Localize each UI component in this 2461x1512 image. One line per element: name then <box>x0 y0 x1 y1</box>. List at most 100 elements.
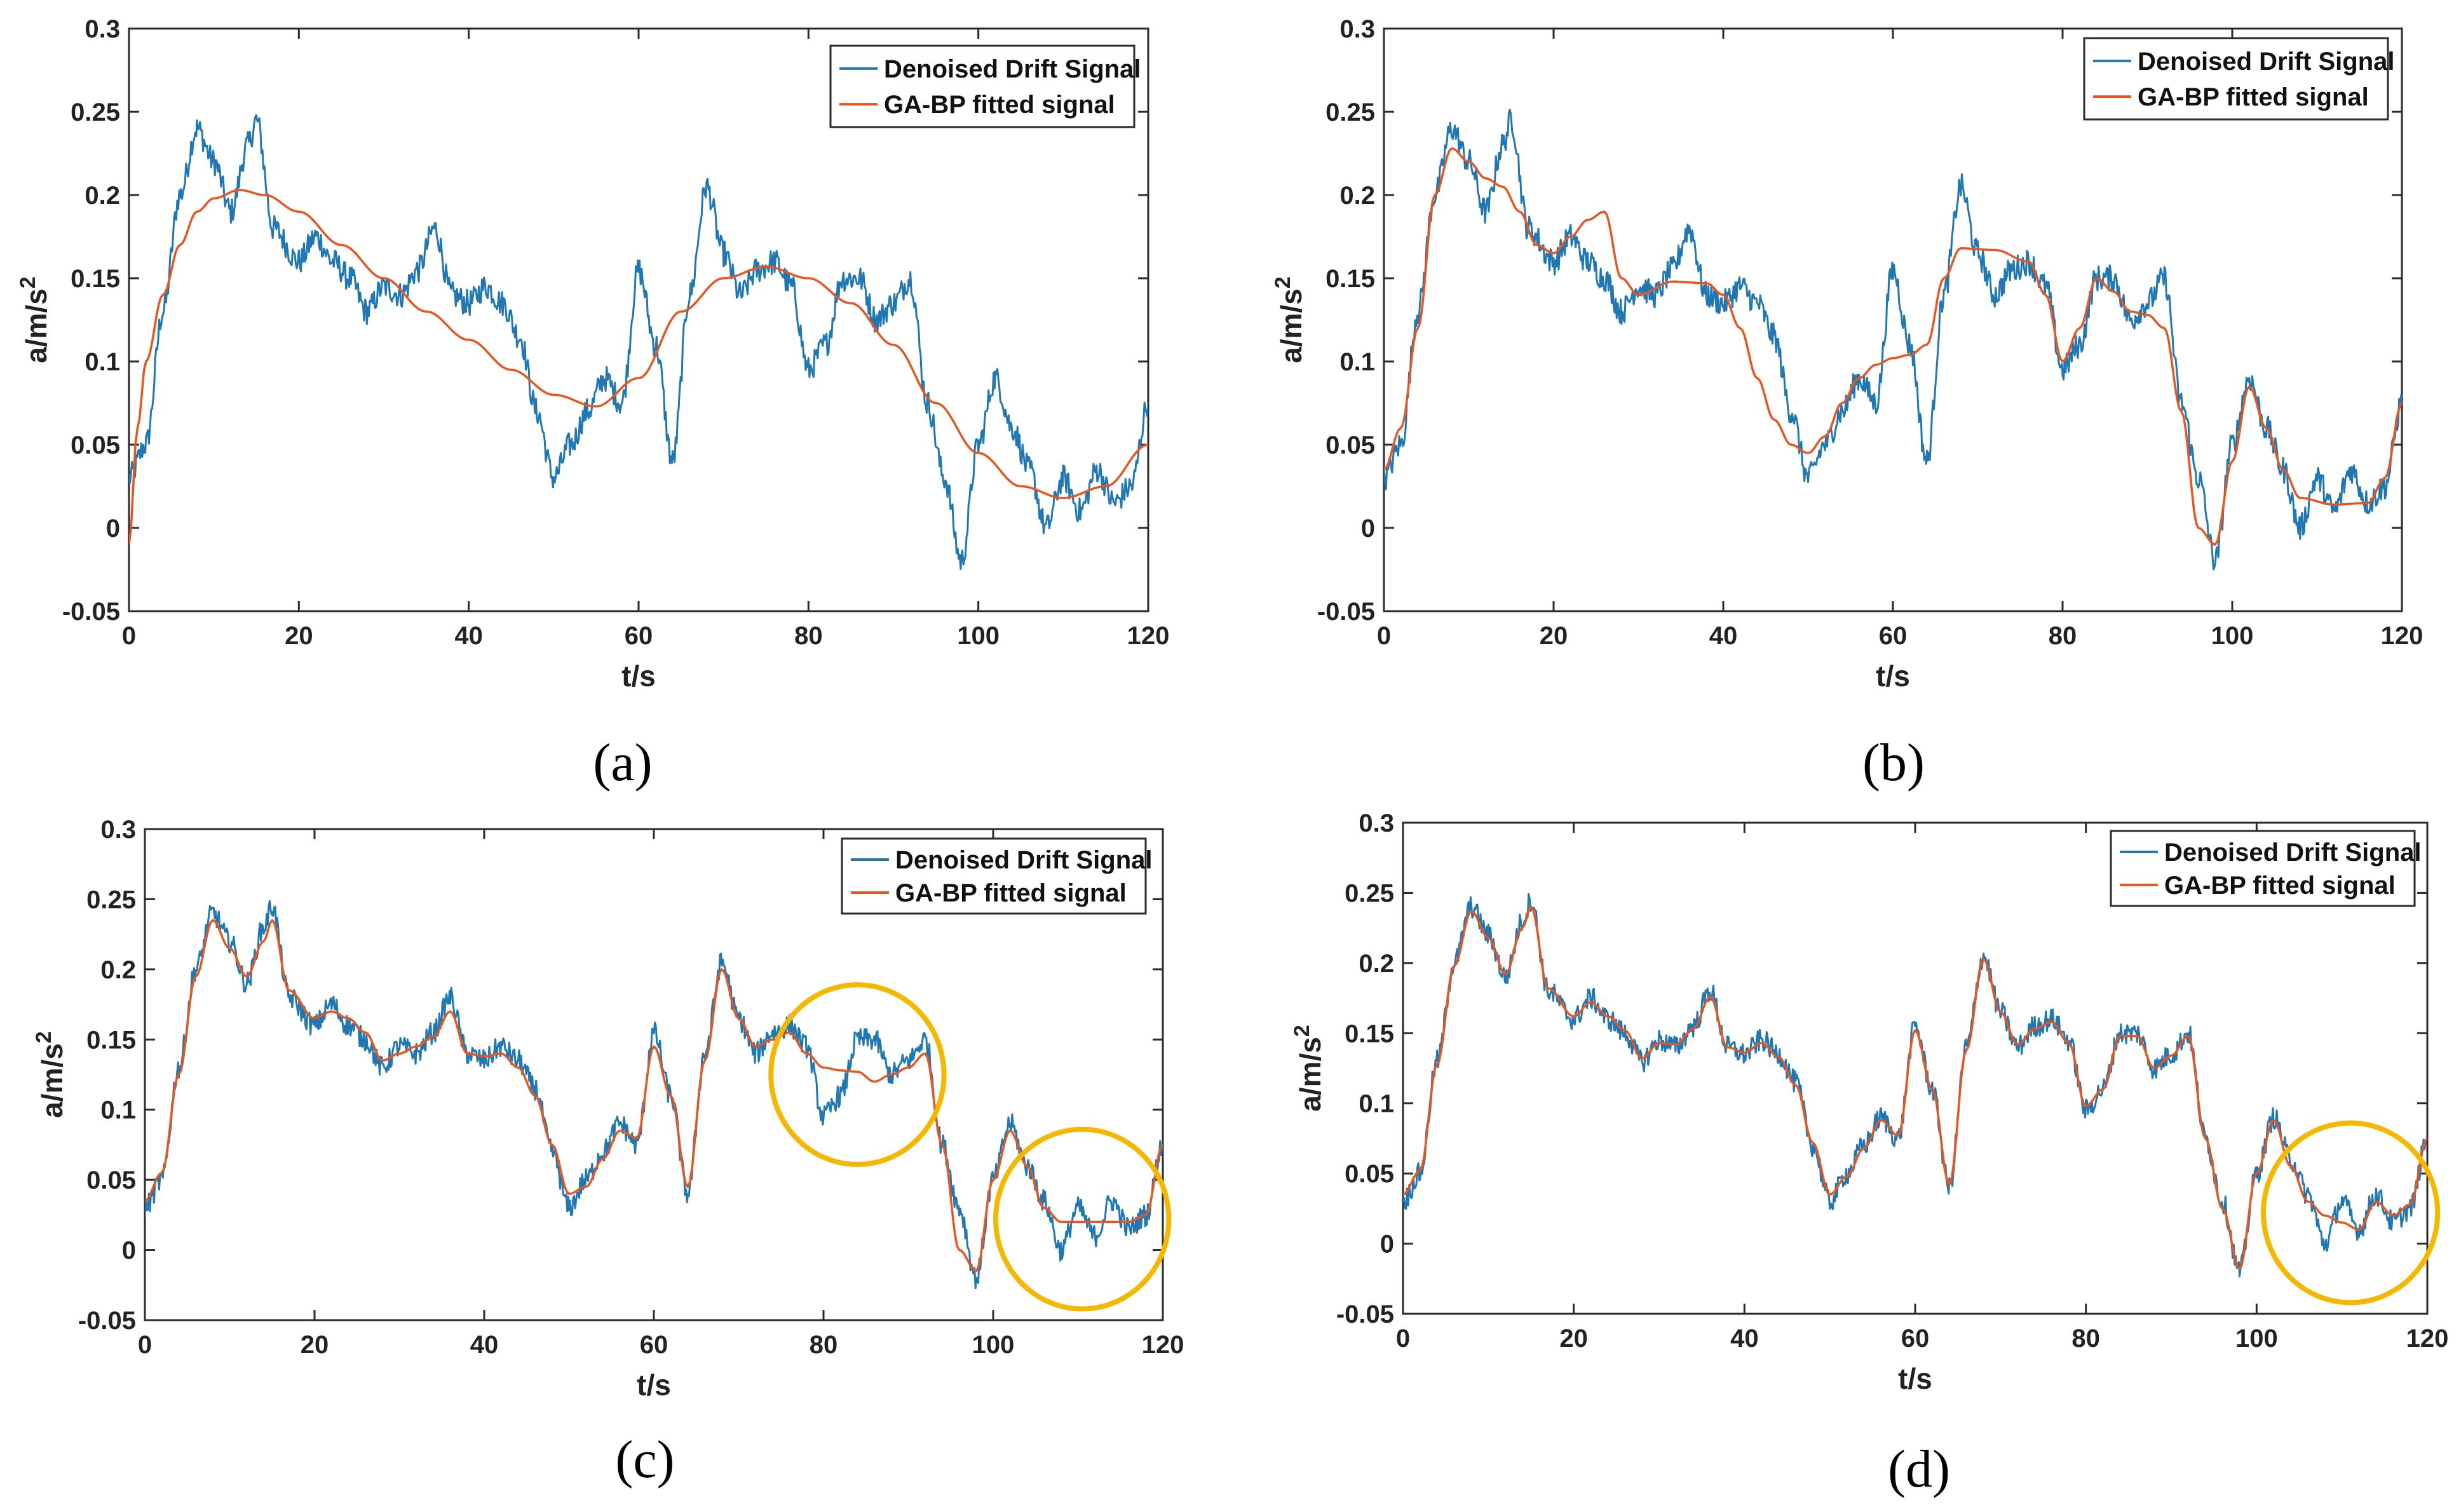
x-tick-label: 80 <box>810 1331 838 1359</box>
x-tick-label: 80 <box>2071 1325 2100 1353</box>
y-axis-label: a/m/s2 <box>32 1031 69 1118</box>
y-tick-label: 0.25 <box>1325 98 1375 126</box>
y-axis-label: a/m/s2 <box>16 276 53 363</box>
y-tick-label: 0 <box>122 1237 136 1265</box>
y-tick-label: 0.1 <box>100 1097 136 1124</box>
y-tick-label: 0.3 <box>1359 809 1394 837</box>
x-tick-label: 100 <box>957 622 1000 650</box>
y-tick-label: 0.3 <box>1339 15 1375 43</box>
y-axis-label: a/m/s2 <box>1271 276 1308 363</box>
x-tick-label: 40 <box>470 1331 499 1359</box>
series-denoised-drift-signal <box>145 900 1163 1290</box>
legend: Denoised Drift Signal GA-BP fitted signal <box>841 837 1153 915</box>
y-tick-label: 0.2 <box>100 956 136 984</box>
legend-entry: Denoised Drift Signal <box>2164 839 2422 867</box>
y-tick-label: 0 <box>1361 515 1375 543</box>
y-tick-label: 0.15 <box>71 265 120 293</box>
y-tick-label: 0.05 <box>71 431 120 459</box>
x-tick-label: 20 <box>1559 1325 1588 1353</box>
y-axis-label: a/m/s2 <box>1290 1025 1327 1112</box>
x-tick-label: 100 <box>2211 622 2254 650</box>
y-tick-label: 0.3 <box>85 15 120 43</box>
y-tick-label: 0.1 <box>85 348 120 376</box>
legend-entry: GA-BP fitted signal <box>2138 83 2369 111</box>
x-tick-label: 20 <box>285 622 313 650</box>
y-tick-label: -0.05 <box>62 598 120 626</box>
y-tick-label: -0.05 <box>78 1307 136 1335</box>
x-tick-label: 0 <box>1377 622 1391 650</box>
legend-entry: GA-BP fitted signal <box>2164 872 2396 900</box>
y-axis-label-superscript: 2 <box>1271 276 1295 288</box>
x-tick-label: 20 <box>301 1331 329 1359</box>
legend-entry: Denoised Drift Signal <box>895 846 1153 874</box>
y-tick-label: 0.25 <box>1345 879 1394 907</box>
legend: Denoised Drift Signal GA-BP fitted signal <box>829 44 1141 128</box>
x-axis-label: t/s <box>637 1368 671 1401</box>
x-tick-label: 40 <box>1730 1325 1759 1353</box>
y-tick-label: 0.3 <box>100 816 136 844</box>
legend-box <box>2083 37 2389 121</box>
x-tick-label: 40 <box>1709 622 1738 650</box>
x-tick-label: 40 <box>454 622 483 650</box>
y-tick-label: -0.05 <box>1336 1300 1394 1328</box>
subfigure-caption: (a) <box>593 733 652 792</box>
y-tick-label: 0.2 <box>1359 950 1394 978</box>
legend-box <box>841 837 1147 915</box>
highlight-circle <box>768 982 947 1167</box>
y-axis-label-superscript: 2 <box>1290 1025 1314 1037</box>
x-tick-label: 80 <box>794 622 823 650</box>
y-tick-label: 0 <box>106 515 120 543</box>
x-axis-label: t/s <box>1898 1362 1932 1395</box>
series-ga-bp-fitted-signal <box>1403 905 2427 1271</box>
legend-entry: GA-BP fitted signal <box>884 91 1115 119</box>
x-tick-label: 120 <box>1127 622 1170 650</box>
subfigure-caption: (d) <box>1888 1440 1950 1499</box>
x-tick-label: 120 <box>1142 1331 1184 1359</box>
y-axis-label-superscript: 2 <box>32 1031 56 1043</box>
legend-box <box>2110 830 2416 907</box>
series-ga-bp-fitted-signal <box>129 189 1148 545</box>
y-tick-label: 0.05 <box>1325 431 1375 459</box>
x-tick-label: 100 <box>2235 1325 2278 1353</box>
y-tick-label: 0.15 <box>86 1026 136 1054</box>
y-tick-label: 0.15 <box>1345 1020 1394 1048</box>
legend: Denoised Drift Signal GA-BP fitted signal <box>2110 830 2422 907</box>
series-denoised-drift-signal <box>1403 893 2427 1278</box>
x-tick-label: 60 <box>640 1331 668 1359</box>
x-tick-label: 0 <box>1396 1325 1410 1353</box>
legend-entry: GA-BP fitted signal <box>895 879 1127 907</box>
y-tick-label: 0.05 <box>1345 1160 1394 1188</box>
highlight-circle <box>993 1126 1172 1312</box>
x-tick-label: 0 <box>138 1331 152 1359</box>
legend-entry: Denoised Drift Signal <box>2138 48 2395 76</box>
x-axis-label: t/s <box>1876 659 1910 692</box>
subfigure-caption: (c) <box>615 1430 674 1489</box>
legend-box <box>829 44 1136 128</box>
y-axis-label-superscript: 2 <box>16 276 40 288</box>
y-tick-label: 0.2 <box>85 182 120 210</box>
subfigure-caption: (b) <box>1862 733 1925 792</box>
x-axis-label: t/s <box>621 659 656 692</box>
x-tick-label: 80 <box>2049 622 2077 650</box>
y-tick-label: 0 <box>1380 1231 1394 1259</box>
x-tick-label: 60 <box>1901 1325 1930 1353</box>
x-tick-label: 20 <box>1540 622 1568 650</box>
y-tick-label: 0.15 <box>1325 265 1375 293</box>
x-tick-label: 120 <box>2406 1325 2449 1353</box>
legend: Denoised Drift Signal GA-BP fitted signal <box>2083 37 2395 121</box>
series-ga-bp-fitted-signal <box>1384 147 2402 546</box>
x-tick-label: 60 <box>1879 622 1908 650</box>
y-tick-label: 0.1 <box>1359 1090 1394 1118</box>
legend-entry: Denoised Drift Signal <box>884 55 1141 83</box>
y-tick-label: 0.05 <box>86 1166 136 1194</box>
x-tick-label: 120 <box>2381 622 2424 650</box>
y-tick-label: 0.1 <box>1339 348 1375 376</box>
y-tick-label: 0.25 <box>71 98 120 126</box>
series-ga-bp-fitted-signal <box>145 919 1163 1272</box>
highlight-circle <box>2261 1120 2441 1306</box>
